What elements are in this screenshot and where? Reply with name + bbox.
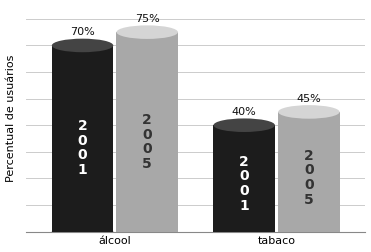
Text: 45%: 45% — [296, 94, 321, 104]
Ellipse shape — [278, 105, 339, 119]
Ellipse shape — [52, 225, 113, 238]
Ellipse shape — [213, 225, 275, 238]
Text: 75%: 75% — [135, 14, 160, 24]
Bar — [52, 45, 113, 232]
Text: 70%: 70% — [70, 27, 95, 37]
Bar — [116, 32, 178, 232]
Text: 2
0
0
1: 2 0 0 1 — [78, 119, 88, 177]
Text: 40%: 40% — [232, 107, 257, 117]
Ellipse shape — [52, 39, 113, 52]
Ellipse shape — [278, 225, 339, 238]
Text: 2
0
0
5: 2 0 0 5 — [304, 149, 314, 207]
Ellipse shape — [116, 25, 178, 39]
Text: 2
0
0
5: 2 0 0 5 — [142, 113, 152, 171]
Bar — [213, 125, 275, 232]
Ellipse shape — [116, 225, 178, 238]
Bar — [278, 112, 339, 232]
Ellipse shape — [213, 118, 275, 132]
Text: 2
0
0
1: 2 0 0 1 — [239, 155, 249, 212]
Y-axis label: Percentual de usuários: Percentual de usuários — [6, 55, 16, 182]
